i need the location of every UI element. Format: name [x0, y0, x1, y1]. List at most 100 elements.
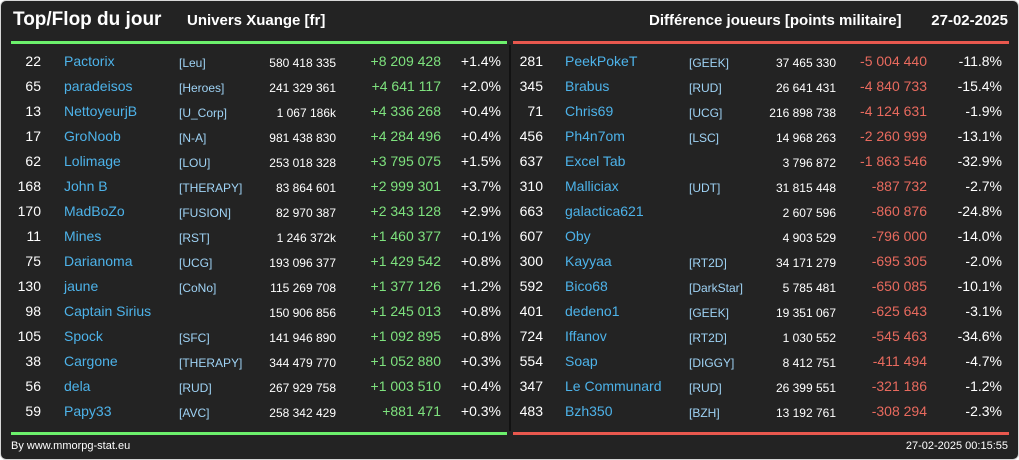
- player-name-link[interactable]: Iffanov: [565, 328, 607, 344]
- points-difference: +1 429 542: [370, 253, 441, 269]
- player-rank: 170: [17, 203, 41, 219]
- player-rank: 38: [25, 353, 41, 369]
- player-name-link[interactable]: MadBoZo: [64, 203, 125, 219]
- alliance-tag-link[interactable]: [THERAPY]: [179, 356, 243, 370]
- points-difference: +1 377 126: [370, 278, 441, 294]
- player-name-link[interactable]: Malliciax: [565, 178, 619, 194]
- alliance-tag-link[interactable]: [DIGGY]: [689, 356, 735, 370]
- percent-change: +0.4%: [460, 128, 501, 144]
- page-title: Top/Flop du jour: [13, 9, 162, 30]
- player-name-link[interactable]: galactica621: [565, 203, 644, 219]
- percent-change: -3.1%: [965, 303, 1002, 319]
- player-rank: 300: [519, 253, 543, 269]
- player-name-link[interactable]: paradeisos: [64, 78, 133, 94]
- player-name-link[interactable]: dedeno1: [565, 303, 620, 319]
- player-points: 14 968 263: [775, 131, 836, 145]
- player-name-link[interactable]: Bzh350: [565, 403, 613, 419]
- player-name-link[interactable]: Ph4n7om: [565, 128, 625, 144]
- player-points: 37 465 330: [775, 56, 836, 70]
- player-name-link[interactable]: Bico68: [565, 278, 608, 294]
- player-rank: 401: [519, 303, 543, 319]
- player-name-link[interactable]: jaune: [64, 278, 99, 294]
- bottom-rule-gain: [11, 432, 507, 435]
- percent-change: +2.9%: [460, 203, 501, 219]
- table-row: 17 GroNoob [N-A] 981 438 830 +4 284 496 +0.4%: [11, 124, 507, 149]
- player-name-link[interactable]: Le Communard: [565, 378, 662, 394]
- player-name-link[interactable]: Spock: [64, 328, 103, 344]
- player-name-link[interactable]: Captain Sirius: [64, 303, 152, 319]
- player-name-link[interactable]: Mines: [64, 228, 102, 244]
- alliance-tag-link[interactable]: [SFC]: [179, 331, 210, 345]
- player-points: 26 399 551: [775, 381, 836, 395]
- alliance-tag-link[interactable]: [CoNo]: [179, 281, 217, 295]
- percent-change: +3.7%: [460, 178, 501, 194]
- percent-change: -11.8%: [958, 53, 1002, 69]
- percent-change: -2.0%: [965, 253, 1002, 269]
- alliance-tag-link[interactable]: [UCG]: [179, 256, 213, 270]
- player-rank: 11: [26, 228, 41, 244]
- alliance-tag-link[interactable]: [THERAPY]: [179, 181, 243, 195]
- player-rank: 59: [25, 403, 41, 419]
- alliance-tag-link[interactable]: [RUD]: [179, 381, 212, 395]
- alliance-tag-link[interactable]: [LSC]: [689, 131, 720, 145]
- percent-change: +0.1%: [460, 228, 501, 244]
- player-points: 2 607 596: [782, 206, 836, 220]
- player-name-link[interactable]: Papy33: [64, 403, 112, 419]
- player-name-link[interactable]: PeekPokeT: [565, 53, 638, 69]
- player-name-link[interactable]: NettoyeurjB: [64, 103, 138, 119]
- alliance-tag-link[interactable]: [UDT]: [689, 181, 721, 195]
- alliance-tag-link[interactable]: [AVC]: [179, 406, 210, 420]
- player-points: 267 929 758: [269, 381, 336, 395]
- player-name-link[interactable]: John B: [64, 178, 108, 194]
- player-name-link[interactable]: Chris69: [565, 103, 614, 119]
- player-rank: 310: [519, 178, 543, 194]
- alliance-tag-link[interactable]: [BZH]: [689, 406, 720, 420]
- alliance-tag-link[interactable]: [Heroes]: [179, 81, 225, 95]
- table-row: 38 Cargone [THERAPY] 344 479 770 +1 052 880 +…: [11, 349, 507, 374]
- player-name-link[interactable]: Soap: [565, 353, 598, 369]
- points-difference: -1 863 546: [860, 153, 927, 169]
- points-difference: +1 460 377: [370, 228, 441, 244]
- player-name-link[interactable]: Darianoma: [64, 253, 133, 269]
- points-difference: -650 085: [871, 278, 927, 294]
- top-gainers-table: 22 Pactorix [Leu] 580 418 335 +8 209 428 +1.4…: [11, 49, 507, 424]
- player-name-link[interactable]: Cargone: [64, 353, 118, 369]
- player-name-link[interactable]: Brabus: [565, 78, 610, 94]
- timestamp-text: 27-02-2025 00:15:55: [905, 440, 1008, 452]
- alliance-tag-link[interactable]: [DarkStar]: [689, 281, 744, 295]
- points-difference: +8 209 428: [370, 53, 441, 69]
- alliance-tag-link[interactable]: [RST]: [179, 231, 210, 245]
- alliance-tag-link[interactable]: [LOU]: [179, 156, 211, 170]
- player-name-link[interactable]: Lolimage: [64, 153, 121, 169]
- player-name-link[interactable]: dela: [64, 378, 91, 394]
- player-name-link[interactable]: Pactorix: [64, 53, 115, 69]
- points-difference: -860 876: [871, 203, 927, 219]
- table-row: 554 Soap [DIGGY] 8 412 751 -411 494 -4.7%: [513, 349, 1009, 374]
- percent-change: +0.3%: [460, 353, 501, 369]
- player-name-link[interactable]: GroNoob: [64, 128, 121, 144]
- column-divider: [509, 45, 511, 431]
- alliance-tag-link[interactable]: [RUD]: [689, 81, 722, 95]
- alliance-tag-link[interactable]: [U_Corp]: [179, 106, 228, 120]
- player-name-link[interactable]: Oby: [565, 228, 591, 244]
- alliance-tag-link[interactable]: [RT2D]: [689, 331, 727, 345]
- table-row: 592 Bico68 [DarkStar] 5 785 481 -650 085 -10.…: [513, 274, 1009, 299]
- alliance-tag-link[interactable]: [RUD]: [689, 381, 722, 395]
- points-difference: +881 471: [382, 403, 441, 419]
- alliance-tag-link[interactable]: [GEEK]: [689, 56, 730, 70]
- player-points: 31 815 448: [775, 181, 836, 195]
- alliance-tag-link[interactable]: [UCG]: [689, 106, 723, 120]
- alliance-tag-link[interactable]: [GEEK]: [689, 306, 730, 320]
- alliance-tag-link[interactable]: [N-A]: [179, 131, 207, 145]
- alliance-tag-link[interactable]: [Leu]: [179, 56, 206, 70]
- player-name-link[interactable]: Kayyaa: [565, 253, 612, 269]
- player-points: 4 903 529: [782, 231, 836, 245]
- alliance-tag-link[interactable]: [FUSION]: [179, 206, 232, 220]
- table-row: 483 Bzh350 [BZH] 13 192 761 -308 294 -2.3%: [513, 399, 1009, 424]
- table-row: 168 John B [THERAPY] 83 864 601 +2 999 301 +3…: [11, 174, 507, 199]
- points-difference: +4 284 496: [370, 128, 441, 144]
- alliance-tag-link[interactable]: [RT2D]: [689, 256, 727, 270]
- points-difference: -887 732: [871, 178, 927, 194]
- player-name-link[interactable]: Excel Tab: [565, 153, 626, 169]
- table-row: 663 galactica621 2 607 596 -860 876 -24.8%: [513, 199, 1009, 224]
